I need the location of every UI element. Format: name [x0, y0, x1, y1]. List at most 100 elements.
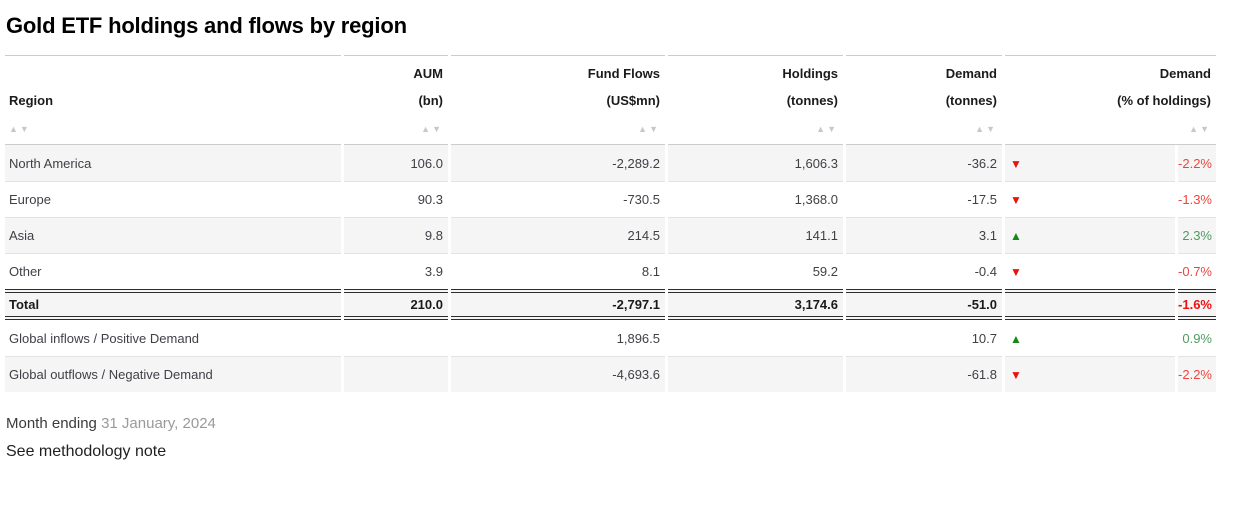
region-cell: Global outflows / Negative Demand [5, 356, 341, 392]
region-cell: Other [5, 253, 341, 289]
header-unit: (bn) [418, 93, 443, 108]
trend-icon: ▼ [1010, 156, 1022, 171]
sort-desc-icon: ▼ [649, 124, 660, 134]
gold-etf-widget: Gold ETF holdings and flows by region Re… [2, 13, 1238, 460]
header-label: Fund Flows [587, 66, 660, 81]
header-unit: (tonnes) [786, 93, 838, 108]
total-row: Total 210.0 -2,797.1 3,174.6 -51.0 -1.6% [5, 289, 1216, 320]
header-unit: (US$mn) [606, 93, 660, 108]
trend-icon: ▲ [1010, 229, 1022, 243]
fund-flows-cell: 1,896.5 [616, 330, 660, 346]
trend-cell: ▲ [1005, 217, 1175, 253]
table-row-north-america: North America 106.0 -2,289.2 1,606.3 -36… [5, 145, 1216, 181]
region-cell: North America [5, 145, 341, 181]
header-unit: (tonnes) [945, 93, 997, 108]
trend-cell: ▼ [1005, 356, 1175, 392]
header-label: Demand [945, 66, 997, 81]
demand-cell: -61.8 [846, 356, 1002, 392]
demand-pct-cell: -1.6% [1178, 289, 1216, 320]
demand-pct-cell: -2.2% [1178, 145, 1216, 181]
demand-pct-cell: -2.2% [1178, 356, 1216, 392]
gold-etf-table: Region ▲▼ AUM (bn) ▲▼ Fund Flows (US$mn)… [2, 55, 1219, 392]
demand-pct-cell: 2.3% [1178, 217, 1216, 253]
column-header-aum: AUM (bn) ▲▼ [344, 55, 448, 145]
aum-cell: 9.8 [344, 217, 448, 253]
sort-control-region[interactable]: ▲▼ [9, 116, 31, 143]
region-cell: Total [5, 289, 341, 320]
month-ending: Month ending 31 January, 2024 [6, 415, 1238, 432]
aum-cell: 106.0 [344, 145, 448, 181]
sort-asc-icon: ▲ [9, 124, 20, 134]
summary-row-inflows: Global inflows / Positive Demand 1,896.5… [5, 320, 1216, 356]
table-row-asia: Asia 9.8 214.5 141.1 3.1 ▲ 2.3% [5, 217, 1216, 253]
trend-icon: ▼ [1010, 368, 1022, 382]
trend-cell: ▼ [1005, 181, 1175, 217]
region-cell: Global inflows / Positive Demand [9, 330, 200, 346]
demand-cell: -51.0 [846, 289, 1002, 320]
demand-cell: 3.1 [846, 217, 1002, 253]
demand-cell: 10.7 [971, 330, 997, 346]
header-unit: (% of holdings) [1117, 93, 1211, 108]
region-cell: Asia [5, 217, 341, 253]
page-title: Gold ETF holdings and flows by region [6, 13, 407, 38]
holdings-cell [668, 320, 843, 356]
fund-flows-cell: 214.5 [451, 217, 665, 253]
column-header-demand-tonnes: Demand (tonnes) ▲▼ [846, 55, 1002, 145]
fund-flows-cell: -2,289.2 [451, 145, 665, 181]
sort-asc-icon: ▲ [975, 124, 987, 134]
column-header-fund-flows: Fund Flows (US$mn) ▲▼ [451, 55, 665, 145]
trend-cell: ▼ [1005, 253, 1175, 289]
sort-desc-icon: ▼ [432, 124, 443, 134]
column-header-demand-pct: Demand (% of holdings) ▲▼ [1005, 55, 1216, 145]
sort-control-demand-pct[interactable]: ▲▼ [1189, 116, 1211, 143]
trend-icon: ▼ [1010, 265, 1022, 279]
region-cell: Europe [5, 181, 341, 217]
fund-flows-cell: 8.1 [451, 253, 665, 289]
demand-pct-cell: 0.9% [1182, 330, 1212, 346]
table-row-europe: Europe 90.3 -730.5 1,368.0 -17.5 ▼ -1.3% [5, 181, 1216, 217]
aum-cell [344, 320, 448, 356]
month-ending-date: 31 January, 2024 [101, 415, 216, 432]
demand-cell: -17.5 [846, 181, 1002, 217]
header-row: Region ▲▼ AUM (bn) ▲▼ Fund Flows (US$mn)… [5, 55, 1216, 145]
trend-icon: ▼ [1010, 193, 1022, 207]
header-line1 [5, 60, 341, 87]
holdings-cell: 141.1 [668, 217, 843, 253]
aum-cell [344, 356, 448, 392]
trend-cell: ▼ [1005, 145, 1175, 181]
header-label: AUM [413, 66, 443, 81]
sort-desc-icon: ▼ [19, 124, 31, 134]
summary-row-outflows: Global outflows / Negative Demand -4,693… [5, 356, 1216, 392]
trend-cell [1005, 289, 1175, 320]
holdings-cell: 59.2 [668, 253, 843, 289]
trend-cell: ▲ [1005, 320, 1175, 356]
sort-control-fund-flows[interactable]: ▲▼ [638, 116, 660, 143]
demand-pct-cell: -1.3% [1178, 181, 1216, 217]
fund-flows-cell: -4,693.6 [451, 356, 665, 392]
methodology-note-link[interactable]: See methodology note [6, 443, 167, 460]
holdings-cell: 3,174.6 [668, 289, 843, 320]
sort-asc-icon: ▲ [638, 124, 650, 134]
header-label: Region [9, 93, 54, 108]
column-header-holdings: Holdings (tonnes) ▲▼ [668, 55, 843, 145]
demand-cell: -0.4 [846, 253, 1002, 289]
month-ending-label: Month ending [6, 415, 97, 432]
sort-desc-icon: ▼ [1200, 124, 1211, 134]
holdings-cell: 1,606.3 [668, 145, 843, 181]
sort-desc-icon: ▼ [986, 124, 997, 134]
aum-cell: 3.9 [344, 253, 448, 289]
column-header-region: Region ▲▼ [5, 55, 341, 145]
sort-desc-icon: ▼ [827, 124, 838, 134]
aum-cell: 90.3 [344, 181, 448, 217]
trend-icon: ▲ [1010, 331, 1022, 346]
sort-asc-icon: ▲ [1189, 124, 1201, 134]
sort-control-holdings[interactable]: ▲▼ [816, 116, 838, 143]
sort-control-aum[interactable]: ▲▼ [421, 116, 443, 143]
sort-control-demand-tonnes[interactable]: ▲▼ [975, 116, 997, 143]
fund-flows-cell: -730.5 [451, 181, 665, 217]
holdings-cell: 1,368.0 [668, 181, 843, 217]
header-label: Demand [1159, 66, 1211, 81]
demand-pct-cell: -0.7% [1178, 253, 1216, 289]
holdings-cell [668, 356, 843, 392]
header-label: Holdings [782, 66, 838, 81]
